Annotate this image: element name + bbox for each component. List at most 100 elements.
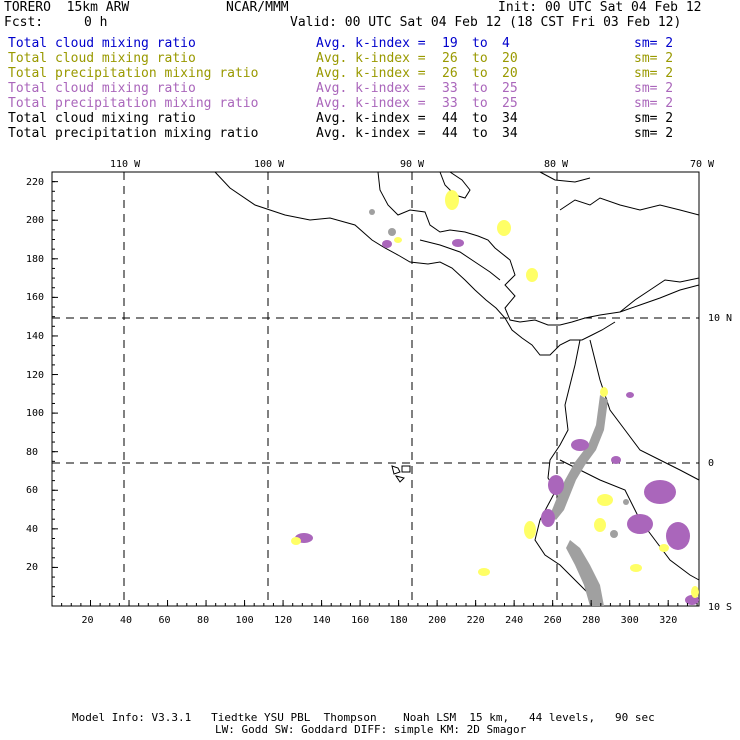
purple-cell [644, 480, 676, 504]
gray-cell [388, 228, 396, 236]
legend-from: 26 [442, 66, 458, 81]
legend-field: Total precipitation mixing ratio [8, 126, 259, 141]
purple-cell [541, 509, 555, 527]
x-tick-label: 160 [351, 615, 370, 626]
physics-info: LW: Godd SW: Goddard DIFF: simple KM: 2D… [215, 723, 527, 736]
legend-to-word: to [472, 51, 488, 66]
legend-kindex: Avg. k-index = [316, 111, 426, 126]
gulf-coast [377, 171, 621, 326]
y-tick-label: 60 [26, 485, 39, 497]
yellow-cell [526, 268, 538, 282]
lon-label-110w: 110 W [110, 159, 141, 170]
yellow-cell [597, 494, 613, 506]
y-tick-label: 80 [26, 446, 39, 458]
x-tick-label: 260 [543, 615, 562, 626]
lon-label-70w: 70 W [690, 159, 715, 170]
yellow-cell [445, 190, 459, 210]
yellow-cell [600, 387, 608, 397]
fcst-label: Fcst: [4, 15, 44, 30]
legend-sm: sm= 2 [634, 126, 674, 141]
yellow-cell [394, 237, 402, 243]
sa-west-coast [619, 284, 700, 313]
galapagos [391, 465, 411, 483]
legend-to: 25 [502, 81, 518, 96]
caribbean-islands [559, 197, 700, 216]
x-tick-label: 200 [428, 615, 447, 626]
yellow-cell [691, 586, 699, 598]
legend-to: 20 [502, 51, 518, 66]
gray-andes-south [566, 540, 604, 606]
legend-sm: sm= 2 [634, 36, 674, 51]
legend-to-word: to [472, 96, 488, 111]
x-tick-label: 300 [620, 615, 639, 626]
purple-cell [548, 475, 564, 495]
y-tick-label: 20 [26, 562, 39, 574]
gray-andes-north [550, 395, 608, 520]
venezuela-coast [619, 277, 700, 313]
model-info: Model Info: V3.3.1 Tiedtke YSU PBL Thomp… [72, 711, 655, 724]
y-tick-label: 180 [26, 253, 45, 265]
legend-to: 34 [502, 126, 518, 141]
gray-cell [369, 209, 375, 215]
legend-field: Total precipitation mixing ratio [8, 96, 259, 111]
central-america-border [419, 239, 501, 281]
model-name: TORERO 15km ARW [4, 0, 130, 15]
legend-field: Total precipitation mixing ratio [8, 66, 259, 81]
y-tick-label: 160 [26, 292, 45, 304]
x-tick-label: 60 [158, 615, 171, 626]
legend-from: 33 [442, 81, 458, 96]
center-name: NCAR/MMM [226, 0, 289, 15]
purple-cell [666, 522, 690, 550]
legend-sm: sm= 2 [634, 81, 674, 96]
yucatan [439, 171, 471, 199]
legend-to-word: to [472, 36, 488, 51]
x-tick-label: 100 [235, 615, 254, 626]
legend-field: Total cloud mixing ratio [8, 81, 196, 96]
legend-sm: sm= 2 [634, 96, 674, 111]
island-cuba [539, 171, 591, 183]
yellow-cell [497, 220, 511, 236]
lat-label-0: 0 [708, 458, 715, 469]
x-tick-label: 20 [81, 615, 94, 626]
x-tick-label: 40 [120, 615, 133, 626]
mexico-coast [214, 171, 616, 356]
legend-to: 25 [502, 96, 518, 111]
legend-sm: sm= 2 [634, 66, 674, 81]
yellow-cell [630, 564, 642, 572]
axis-ticks [52, 181, 698, 606]
legend-to-word: to [472, 126, 488, 141]
x-tick-label: 320 [659, 615, 678, 626]
gray-precip-band [369, 209, 629, 606]
lat-label-10s: 10 S [708, 602, 733, 613]
legend-field: Total cloud mixing ratio [8, 111, 196, 126]
x-tick-label: 220 [466, 615, 485, 626]
lat-lon-grid [52, 172, 699, 606]
legend-field: Total cloud mixing ratio [8, 36, 196, 51]
yellow-cell [478, 568, 490, 576]
legend-from: 44 [442, 126, 458, 141]
x-tick-label: 180 [389, 615, 408, 626]
lat-label-10n: 10 N [708, 313, 733, 324]
legend-from: 19 [442, 36, 458, 51]
legend-kindex: Avg. k-index = [316, 81, 426, 96]
lon-label-90w: 90 W [400, 159, 425, 170]
purple-cell [626, 392, 634, 398]
valid-time: Valid: 00 UTC Sat 04 Feb 12 (18 CST Fri … [290, 15, 682, 30]
lon-label-80w: 80 W [544, 159, 569, 170]
fcst-value: 0 h [84, 15, 108, 30]
legend-sm: sm= 2 [634, 111, 674, 126]
map-frame [51, 171, 700, 607]
yellow-cell [291, 537, 301, 545]
y-tick-label: 120 [26, 369, 45, 381]
y-tick-label: 40 [26, 523, 39, 535]
legend-kindex: Avg. k-index = [316, 51, 426, 66]
yellow-cell [524, 521, 536, 539]
purple-cell [452, 239, 464, 247]
purple-cell [611, 456, 621, 464]
gray-cell [623, 499, 629, 505]
yellow-precip-cells [291, 190, 699, 598]
y-tick-label: 140 [26, 330, 45, 342]
legend-to-word: to [472, 81, 488, 96]
legend-kindex: Avg. k-index = [316, 36, 426, 51]
y-tick-label: 200 [26, 215, 45, 227]
